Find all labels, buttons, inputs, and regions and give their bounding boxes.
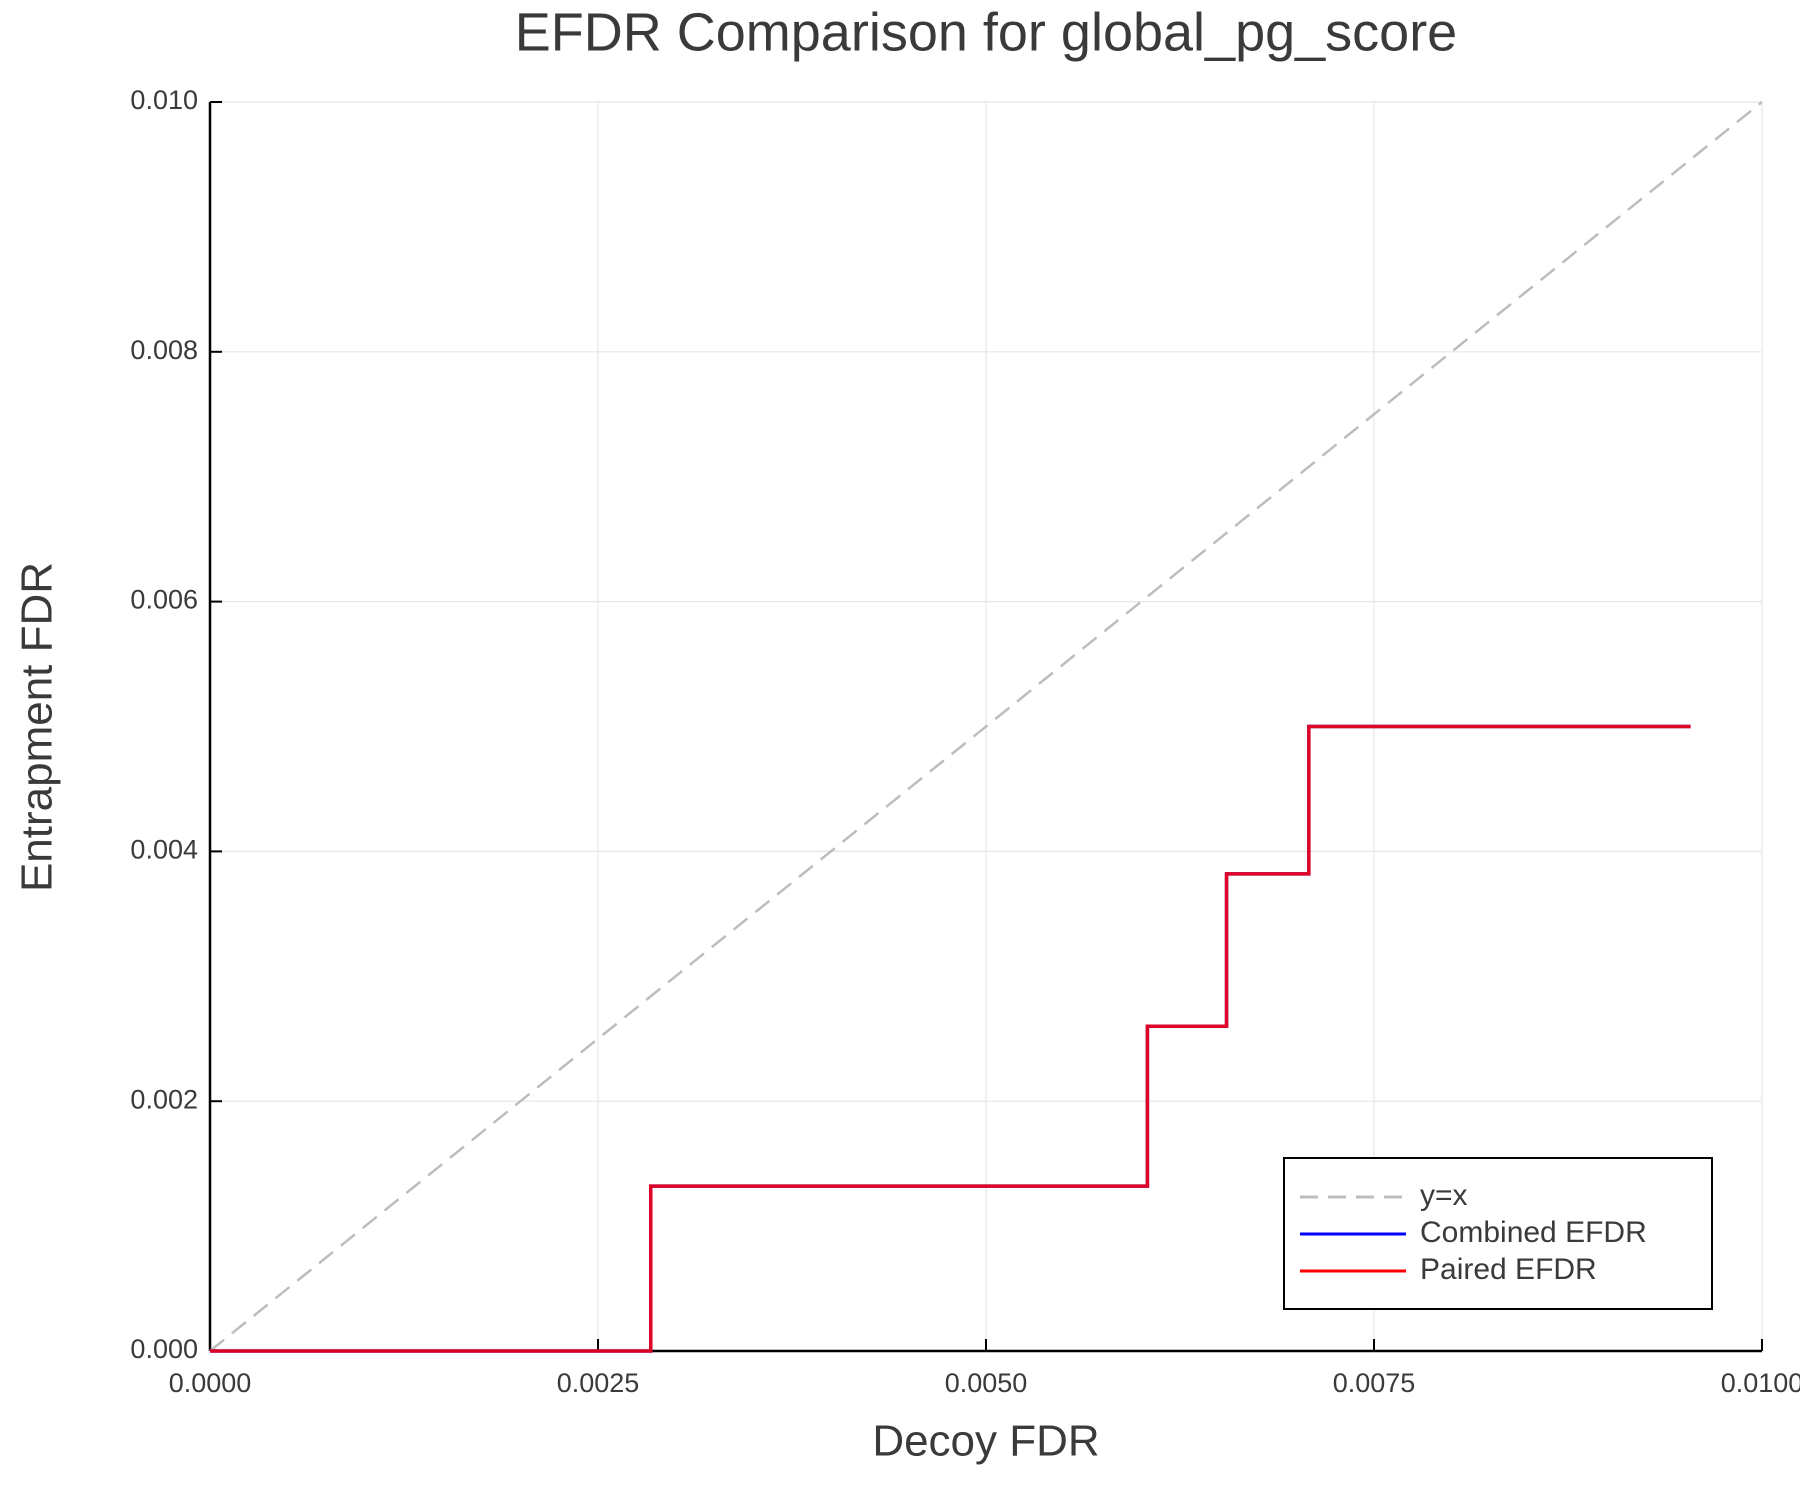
x-axis-label: Decoy FDR [872, 1417, 1099, 1466]
legend-label: Combined EFDR [1420, 1216, 1647, 1249]
x-tick-label: 0.0100 [1721, 1368, 1800, 1398]
legend-label: Paired EFDR [1420, 1253, 1597, 1286]
series-line [209, 101, 1763, 1352]
series-line [210, 724, 1691, 1353]
y-tick-label: 0.004 [130, 835, 198, 865]
x-tick-label: 0.0000 [169, 1368, 252, 1398]
legend-label: y=x [1420, 1179, 1468, 1212]
x-tick-label: 0.0075 [1333, 1368, 1416, 1398]
y-tick-label: 0.002 [130, 1084, 198, 1114]
chart-title: EFDR Comparison for global_pg_score [515, 2, 1457, 62]
y-tick-label: 0.008 [130, 335, 198, 365]
y-axis-label: Entrapment FDR [13, 562, 62, 892]
y-tick-label: 0.000 [130, 1334, 198, 1364]
x-tick-label: 0.0050 [945, 1368, 1028, 1398]
y-tick-label: 0.006 [130, 585, 198, 615]
y-tick-label: 0.010 [130, 85, 198, 115]
x-tick-label: 0.0025 [557, 1368, 640, 1398]
